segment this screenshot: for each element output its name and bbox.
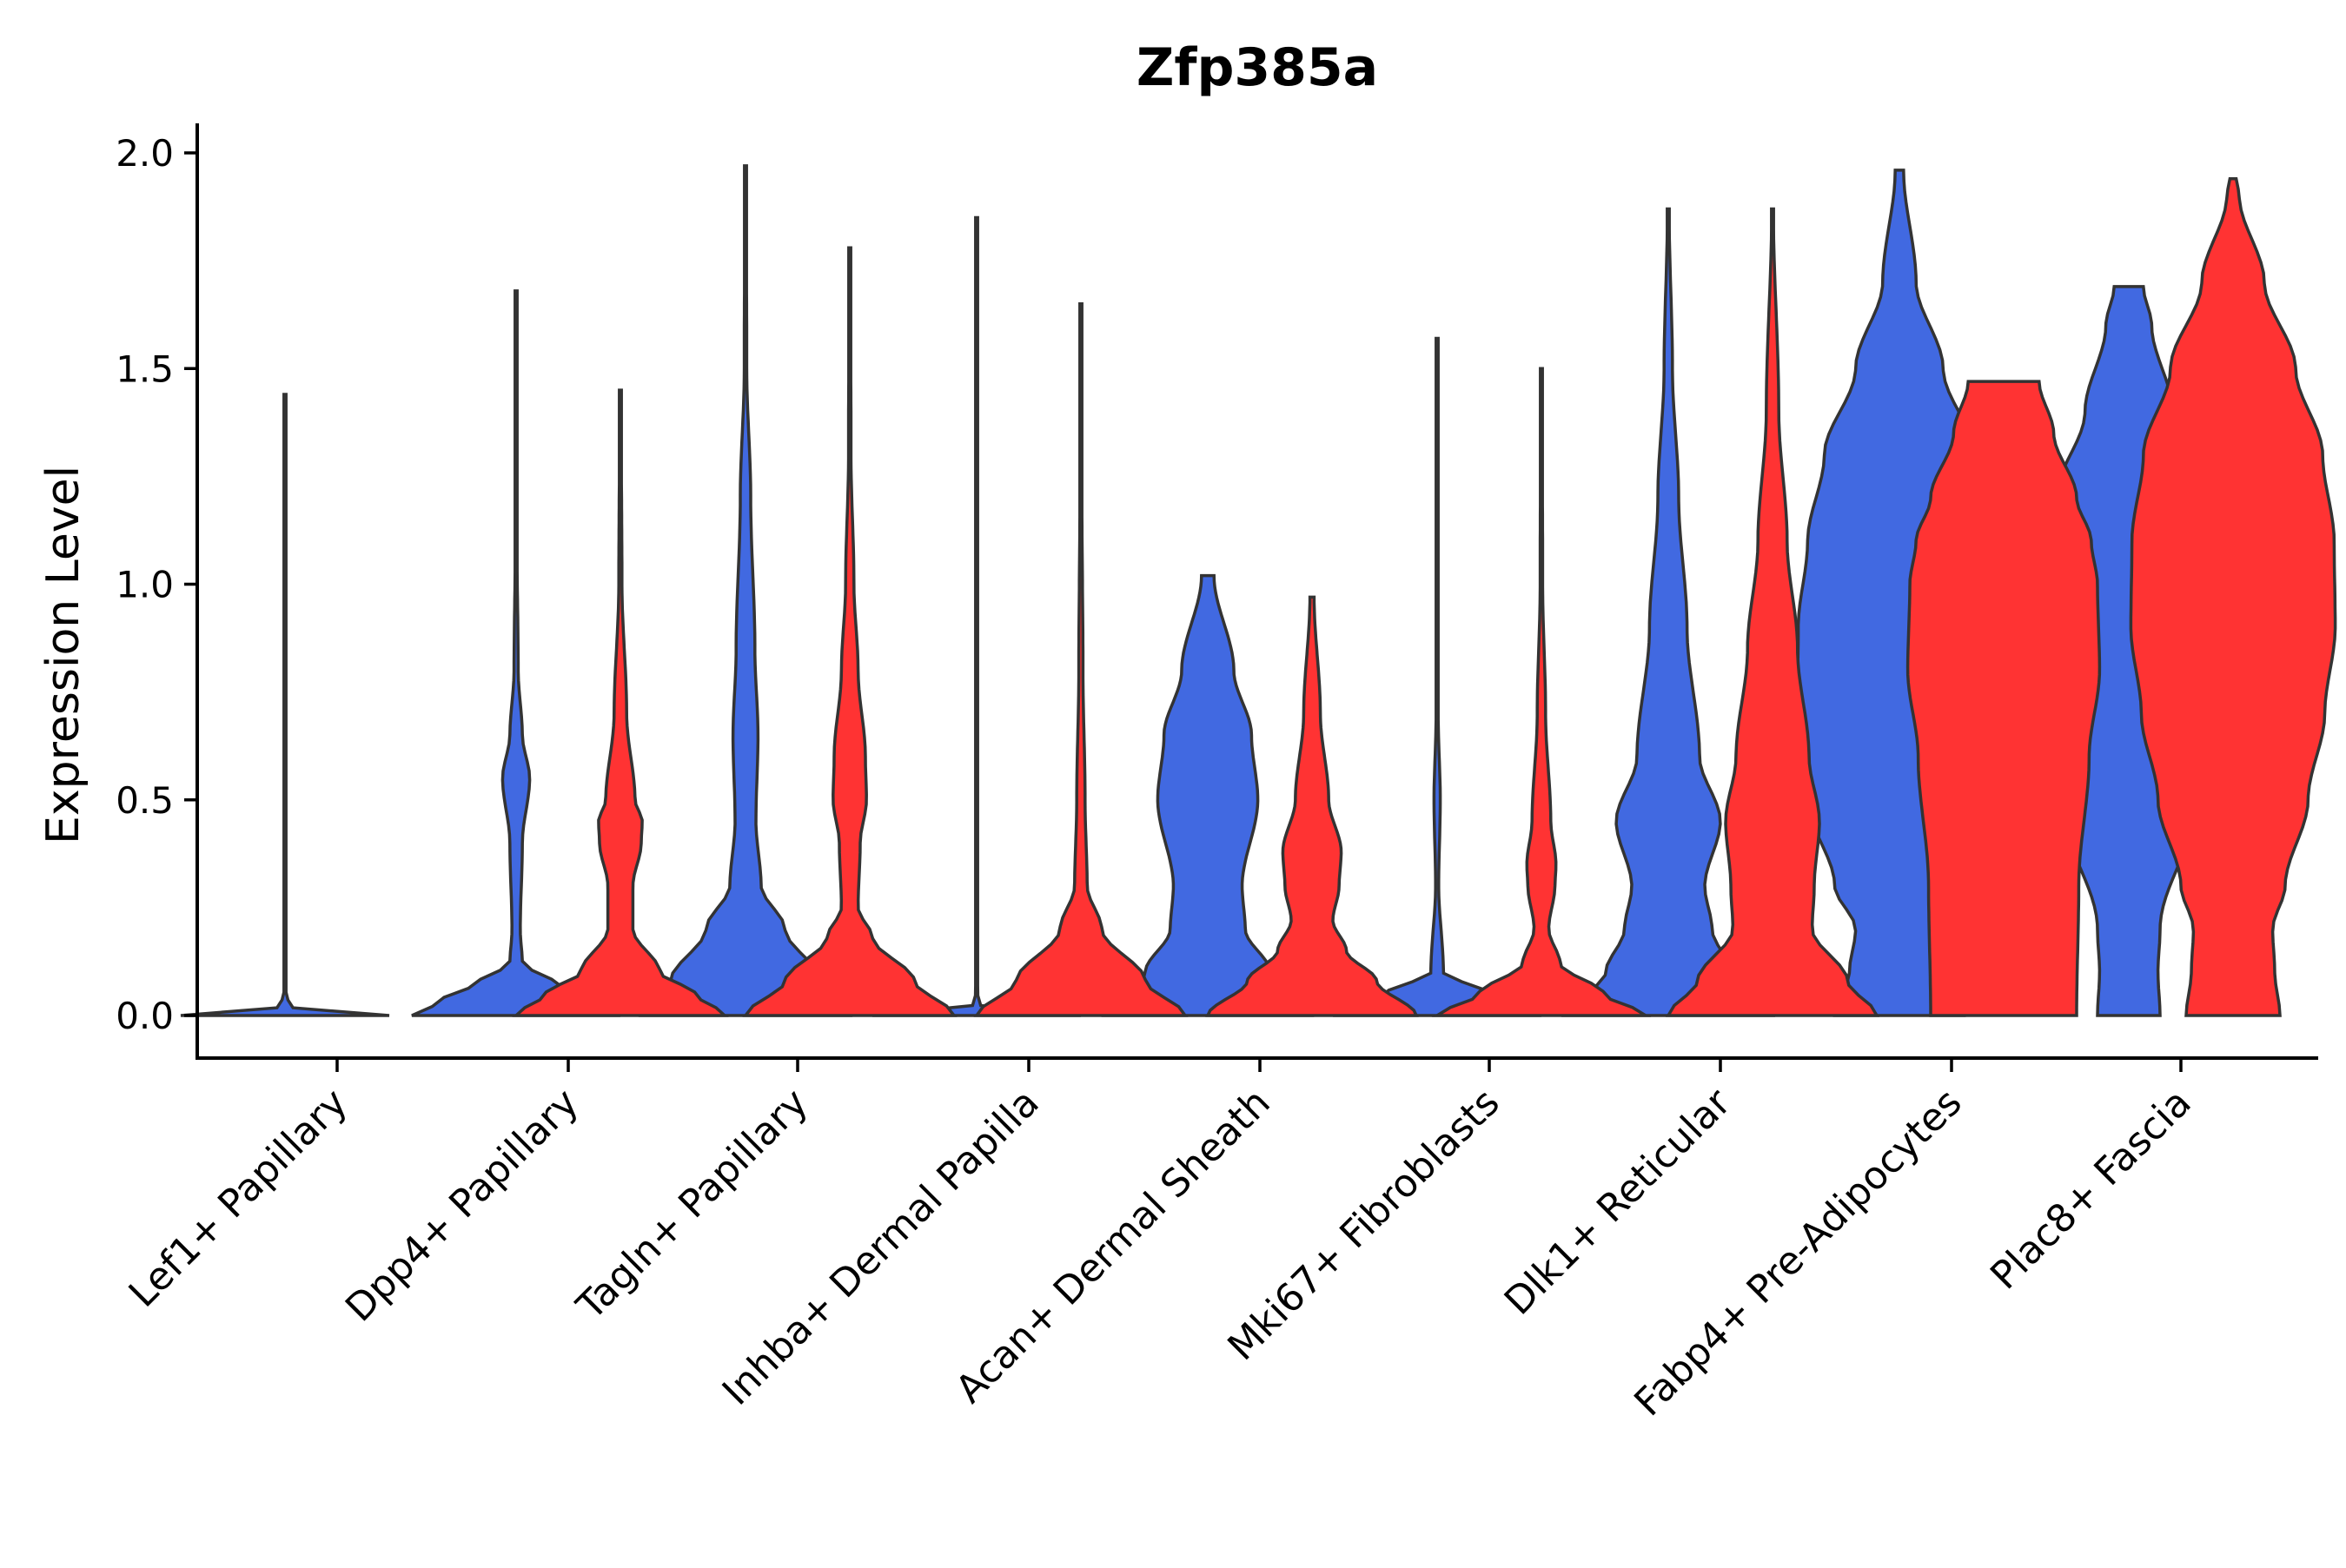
y-tick-label: 0.5: [116, 779, 174, 822]
x-category-label: Dlk1+ Reticular: [1496, 1080, 1740, 1324]
violin-red-3: [742, 246, 958, 1017]
x-category-label: Lef1+ Papillary: [121, 1081, 356, 1316]
violins-layer: [180, 164, 2337, 1017]
violin-blue-7: [1561, 207, 1776, 1017]
violin-blue-3: [638, 164, 853, 1017]
x-category-label: Tagln+ Papillary: [568, 1081, 817, 1329]
violin-red-2: [512, 388, 729, 1017]
violin-blue-4: [871, 215, 1082, 1017]
violin-red-8: [1905, 380, 2102, 1017]
chart-title: Zfp385a: [1137, 37, 1378, 98]
violin-blue-5: [1101, 573, 1315, 1017]
y-tick-label: 1.5: [116, 347, 174, 390]
y-tick-label: 0.0: [116, 995, 174, 1037]
violin-red-4: [973, 302, 1189, 1017]
violin-blue-2: [411, 289, 621, 1017]
y-ticks-layer: 0.0 0.5 1.0 1.5 2.0: [116, 132, 197, 1037]
y-tick-label: 2.0: [116, 132, 174, 175]
x-category-label: Plac8+ Fascia: [1982, 1081, 2200, 1299]
violin-red-5: [1205, 595, 1419, 1017]
violin-red-9: [2129, 177, 2337, 1017]
x-category-label: Dpp4+ Papillary: [337, 1081, 587, 1331]
violin-blue-6: [1332, 336, 1542, 1017]
y-tick-label: 1.0: [116, 564, 174, 606]
violin-blue-1: [180, 393, 390, 1017]
violin-red-7: [1665, 207, 1880, 1017]
y-axis-label: Expression Level: [37, 466, 89, 844]
violin-red-6: [1431, 367, 1652, 1017]
